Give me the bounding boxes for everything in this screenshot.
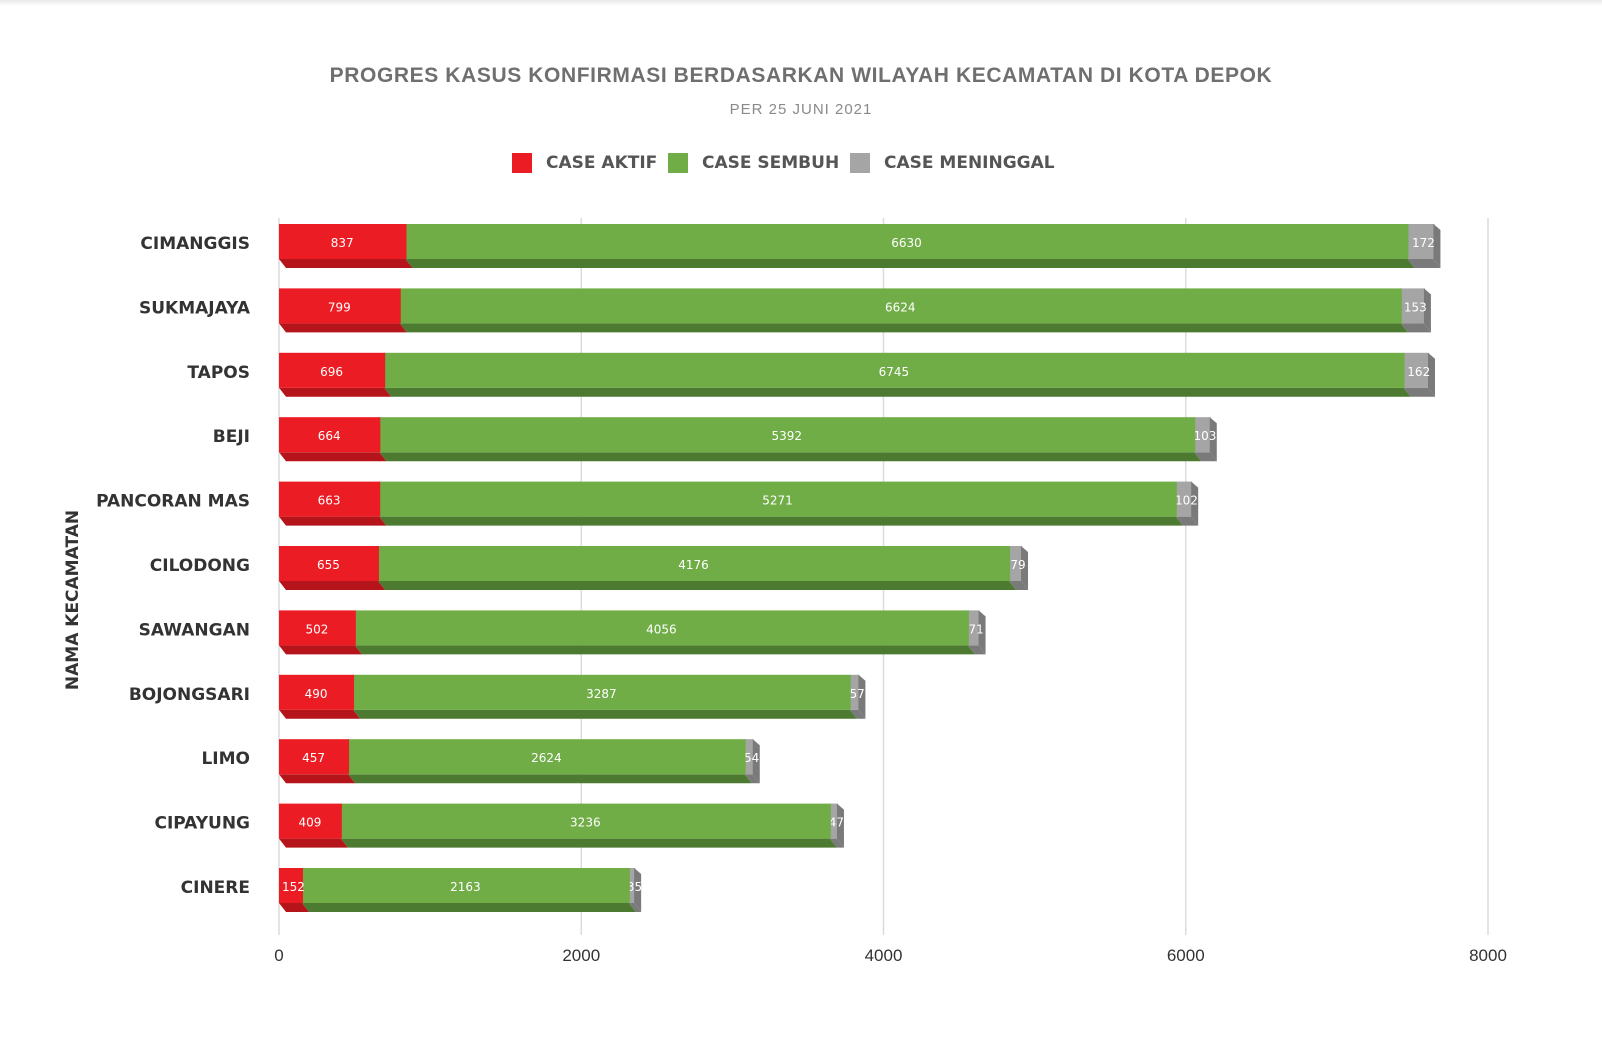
category-label: BOJONGSARI [129, 685, 250, 705]
x-tick-label: 8000 [1469, 946, 1507, 965]
data-label: 2163 [450, 880, 481, 894]
data-label: 3287 [586, 687, 617, 701]
category-label: SAWANGAN [139, 620, 250, 640]
data-label: 664 [318, 429, 341, 443]
data-label: 47 [829, 816, 844, 830]
bar-segment: 71 [967, 610, 986, 655]
bar-segment: 799 [279, 288, 407, 333]
bar-segment: 457 [279, 739, 356, 784]
bar-segment: 664 [279, 417, 387, 462]
bar-segment: 2163 [301, 868, 636, 912]
legend-swatch [512, 153, 532, 173]
data-label: 152 [282, 880, 305, 894]
bar-segment: 172 [1407, 224, 1441, 268]
bar-segment: 502 [279, 610, 362, 655]
data-label: 409 [298, 816, 321, 830]
bar-segment: 6745 [384, 352, 1411, 397]
data-label: 502 [305, 622, 328, 636]
bar-segment: 35 [627, 868, 642, 912]
category-label: CILODONG [150, 556, 250, 576]
x-tick-label: 4000 [865, 946, 903, 965]
bar-segment: 4176 [377, 546, 1017, 590]
data-label: 71 [969, 622, 984, 636]
bar-segment: 3236 [340, 803, 837, 848]
data-label: 35 [627, 880, 642, 894]
chart-subtitle: PER 25 JUNI 2021 [730, 101, 873, 118]
data-label: 5392 [772, 429, 803, 443]
category-label: CINERE [181, 878, 250, 898]
bar-segment: 152 [279, 868, 309, 912]
data-label: 162 [1407, 365, 1430, 379]
data-label: 6624 [885, 300, 916, 314]
bar-segment: 79 [1009, 546, 1029, 590]
bar-segment: 696 [279, 352, 392, 397]
bar-segment: 490 [279, 674, 361, 719]
bar-segment: 6630 [405, 224, 1415, 268]
bar-segment: 3287 [353, 674, 857, 719]
chart-title: PROGRES KASUS KONFIRMASI BERDASARKAN WIL… [330, 64, 1273, 87]
data-label: 102 [1175, 494, 1198, 508]
data-label: 6630 [891, 236, 922, 250]
data-label: 3236 [570, 816, 601, 830]
bar-segment: 655 [279, 546, 385, 590]
x-tick-label: 6000 [1167, 946, 1205, 965]
bar-segment: 47 [829, 803, 844, 848]
y-axis-title: NAMA KECAMATAN [63, 510, 83, 690]
data-label: 57 [849, 687, 864, 701]
bar-segment: 2624 [348, 739, 752, 784]
bar-segment: 162 [1403, 352, 1436, 397]
bar-segment: 153 [1400, 288, 1431, 333]
x-tick-label: 0 [274, 946, 283, 965]
bar-segment: 5392 [379, 417, 1202, 462]
bar-segment: 102 [1175, 481, 1199, 526]
bar-segment: 103 [1194, 417, 1217, 462]
bar-segment: 5271 [379, 481, 1183, 526]
data-label: 2624 [531, 751, 562, 765]
category-labels: CIMANGGIS SUKMAJAYA TAPOS BEJI PANCORAN MAS C… [96, 234, 251, 898]
x-tick-label: 2000 [562, 946, 600, 965]
bar-segment: 4056 [354, 610, 975, 655]
bar-segment: 54 [744, 739, 760, 784]
category-label: SUKMAJAYA [139, 298, 251, 318]
legend-label: CASE MENINGGAL [884, 153, 1055, 173]
data-label: 457 [302, 751, 325, 765]
legend-swatch [668, 153, 688, 173]
data-label: 5271 [762, 494, 793, 508]
data-label: 655 [317, 558, 340, 572]
category-label: PANCORAN MAS [96, 492, 250, 512]
data-label: 54 [744, 751, 759, 765]
x-tick-labels: 0 2000 4000 6000 8000 [274, 946, 1507, 965]
data-label: 490 [305, 687, 328, 701]
bars: 172 6630 837 153 6624 799 162 6745 696 103 5392 664… [279, 224, 1441, 912]
data-label: 4176 [678, 558, 709, 572]
category-label: TAPOS [187, 363, 250, 383]
bar-segment: 57 [849, 674, 866, 719]
bar-segment: 409 [279, 803, 348, 848]
data-label: 799 [328, 300, 351, 314]
data-label: 696 [320, 365, 343, 379]
legend-label: CASE AKTIF [546, 153, 657, 173]
bar-segment: 663 [279, 481, 387, 526]
bar-segment: 837 [279, 224, 413, 268]
category-label: BEJI [213, 427, 250, 447]
legend-label: CASE SEMBUH [702, 153, 839, 173]
data-label: 837 [331, 236, 354, 250]
data-label: 663 [318, 494, 341, 508]
legend-swatch [850, 153, 870, 173]
data-label: 4056 [646, 622, 677, 636]
data-label: 6745 [879, 365, 910, 379]
data-label: 172 [1412, 236, 1435, 250]
top-border [0, 0, 1602, 6]
category-label: CIMANGGIS [140, 234, 250, 254]
bar-segment: 6624 [399, 288, 1408, 333]
data-label: 103 [1194, 429, 1217, 443]
data-label: 79 [1010, 558, 1025, 572]
data-label: 153 [1404, 300, 1427, 314]
category-label: LIMO [201, 749, 250, 769]
legend: CASE AKTIF CASE SEMBUH CASE MENINGGAL [512, 153, 1055, 173]
category-label: CIPAYUNG [154, 814, 250, 834]
